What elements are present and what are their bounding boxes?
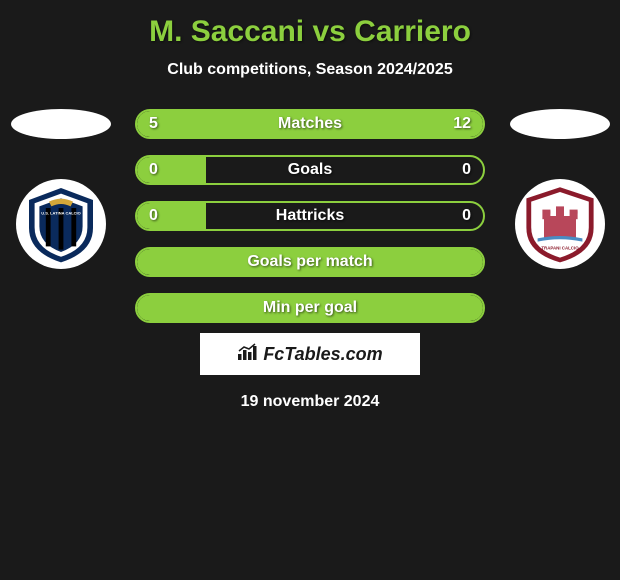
comparison-card: M. Saccani vs Carriero Club competitions… xyxy=(0,0,620,426)
date-text: 19 november 2024 xyxy=(241,393,380,411)
stat-value-right: 0 xyxy=(462,207,471,225)
stat-value-left: 0 xyxy=(149,207,158,225)
stat-value-right: 0 xyxy=(462,161,471,179)
stat-fill-right xyxy=(237,111,483,137)
stat-label: Goals xyxy=(288,161,332,179)
stat-bar-goals-per-match: Goals per match xyxy=(135,247,485,277)
page-title: M. Saccani vs Carriero xyxy=(0,15,620,49)
left-column: U.S. LATINA CALCIO xyxy=(8,109,113,269)
stat-bar-goals: 0 0 Goals xyxy=(135,155,485,185)
subtitle: Club competitions, Season 2024/2025 xyxy=(0,61,620,79)
stat-bar-hattricks: 0 0 Hattricks xyxy=(135,201,485,231)
stat-fill-left xyxy=(137,157,206,183)
stat-label: Goals per match xyxy=(247,253,372,271)
svg-text:U.S. LATINA CALCIO: U.S. LATINA CALCIO xyxy=(41,210,81,215)
stat-bar-min-per-goal: Min per goal xyxy=(135,293,485,323)
svg-text:TRAPANI CALCIO: TRAPANI CALCIO xyxy=(541,246,579,251)
brand-text: FcTables.com xyxy=(263,344,382,365)
right-column: TRAPANI CALCIO xyxy=(507,109,612,269)
main-row: U.S. LATINA CALCIO 5 12 Matches 0 0 Goals 0 0 Ha… xyxy=(0,109,620,323)
stat-value-left: 0 xyxy=(149,161,158,179)
trapani-badge-icon: TRAPANI CALCIO xyxy=(520,184,600,264)
stat-label: Matches xyxy=(278,115,342,133)
chart-icon xyxy=(237,343,259,366)
club-badge-left: U.S. LATINA CALCIO xyxy=(16,179,106,269)
stat-bar-matches: 5 12 Matches xyxy=(135,109,485,139)
stat-label: Hattricks xyxy=(276,207,344,225)
stats-column: 5 12 Matches 0 0 Goals 0 0 Hattricks Goals per ma… xyxy=(113,109,507,323)
brand-box[interactable]: FcTables.com xyxy=(200,333,420,375)
stat-label: Min per goal xyxy=(263,299,357,317)
player-avatar-right xyxy=(510,109,610,139)
latina-badge-icon: U.S. LATINA CALCIO xyxy=(21,184,101,264)
stat-value-left: 5 xyxy=(149,115,158,133)
club-badge-right: TRAPANI CALCIO xyxy=(515,179,605,269)
stat-value-right: 12 xyxy=(453,115,471,133)
player-avatar-left xyxy=(11,109,111,139)
stat-fill-left xyxy=(137,203,206,229)
